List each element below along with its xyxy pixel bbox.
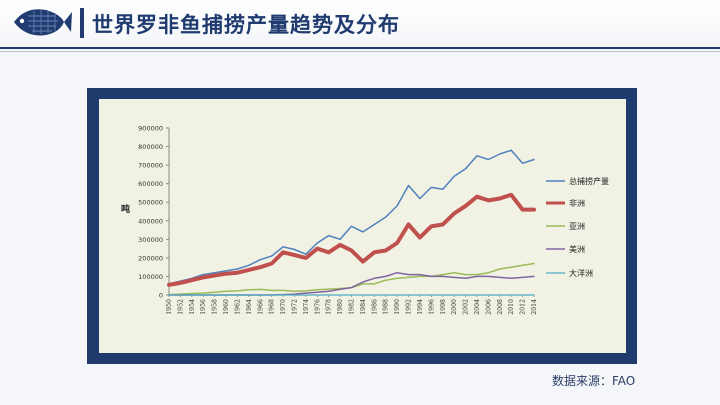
x-tick-label: 1986	[371, 299, 378, 315]
x-tick-label: 1976	[314, 299, 321, 315]
x-tick-label: 1996	[428, 299, 435, 315]
y-tick-label: 800000	[138, 143, 163, 151]
x-tick-label: 1984	[360, 299, 367, 315]
y-axis-label: 吨	[121, 203, 130, 215]
x-tick-label: 1962	[234, 299, 241, 315]
legend-label: 大洋洲	[569, 268, 593, 278]
series-line-2	[167, 192, 536, 287]
x-tick-label: 1958	[212, 299, 219, 315]
x-tick-label: 2002	[463, 299, 470, 315]
x-tick-label: 1980	[337, 299, 344, 315]
x-tick-label: 1968	[269, 299, 276, 315]
x-tick-label: 2012	[520, 299, 527, 315]
legend-label: 亚洲	[569, 222, 585, 231]
x-tick-label: 2000	[451, 299, 458, 315]
y-tick-label: 300000	[138, 236, 163, 244]
legend-label: 美洲	[569, 244, 585, 254]
chart-panel	[99, 99, 626, 353]
x-tick-label: 1988	[383, 299, 390, 315]
y-tick-label: 100000	[138, 273, 163, 281]
y-tick-label: 900000	[138, 125, 163, 133]
y-tick-label: 700000	[138, 162, 163, 170]
x-tick-label: 1960	[223, 299, 230, 315]
x-tick-label: 1964	[246, 299, 253, 315]
legend-label: 非洲	[569, 198, 585, 208]
y-tick-label: 600000	[138, 180, 163, 188]
x-tick-label: 1952	[177, 299, 184, 315]
y-tick-label: 0	[159, 292, 163, 300]
x-tick-label: 2006	[485, 299, 492, 315]
y-tick-label: 400000	[138, 217, 163, 225]
slide-header: 世界罗非鱼捕捞产量趋势及分布	[0, 0, 720, 48]
x-tick-label: 1950	[166, 299, 173, 315]
series-line-1	[168, 149, 535, 285]
x-tick-label: 1994	[417, 299, 424, 315]
title-accent-bar	[80, 8, 84, 38]
y-tick-label: 500000	[138, 199, 163, 207]
data-source-note: 数据来源：FAO	[552, 374, 636, 388]
page-title: 世界罗非鱼捕捞产量趋势及分布	[92, 13, 400, 37]
x-tick-label: 2010	[508, 299, 515, 315]
y-tick-label: 200000	[138, 254, 163, 262]
x-tick-label: 1992	[406, 299, 413, 315]
x-tick-label: 1974	[303, 299, 310, 315]
x-tick-label: 1954	[189, 299, 196, 315]
x-tick-label: 2014	[531, 299, 538, 315]
x-tick-label: 2004	[474, 299, 481, 315]
x-tick-label: 1966	[257, 299, 264, 315]
series-line-3	[168, 262, 535, 296]
x-tick-label: 1956	[200, 299, 207, 315]
line-chart: 0 100000 200000 300000 400000 500000 600000 700…	[121, 125, 609, 315]
x-tick-label: 1970	[280, 299, 287, 315]
x-tick-label: 1982	[349, 299, 356, 315]
x-tick-label: 1990	[394, 299, 401, 315]
tilapia-fish-icon	[14, 6, 72, 36]
header-divider-thin	[0, 51, 720, 52]
legend-label: 总捕捞产量	[569, 176, 609, 186]
x-tick-label: 1978	[326, 299, 333, 315]
x-tick-label: 1998	[440, 299, 447, 315]
x-tick-label: 1972	[291, 299, 298, 315]
header-divider	[0, 47, 720, 49]
x-tick-label: 2008	[497, 299, 504, 315]
